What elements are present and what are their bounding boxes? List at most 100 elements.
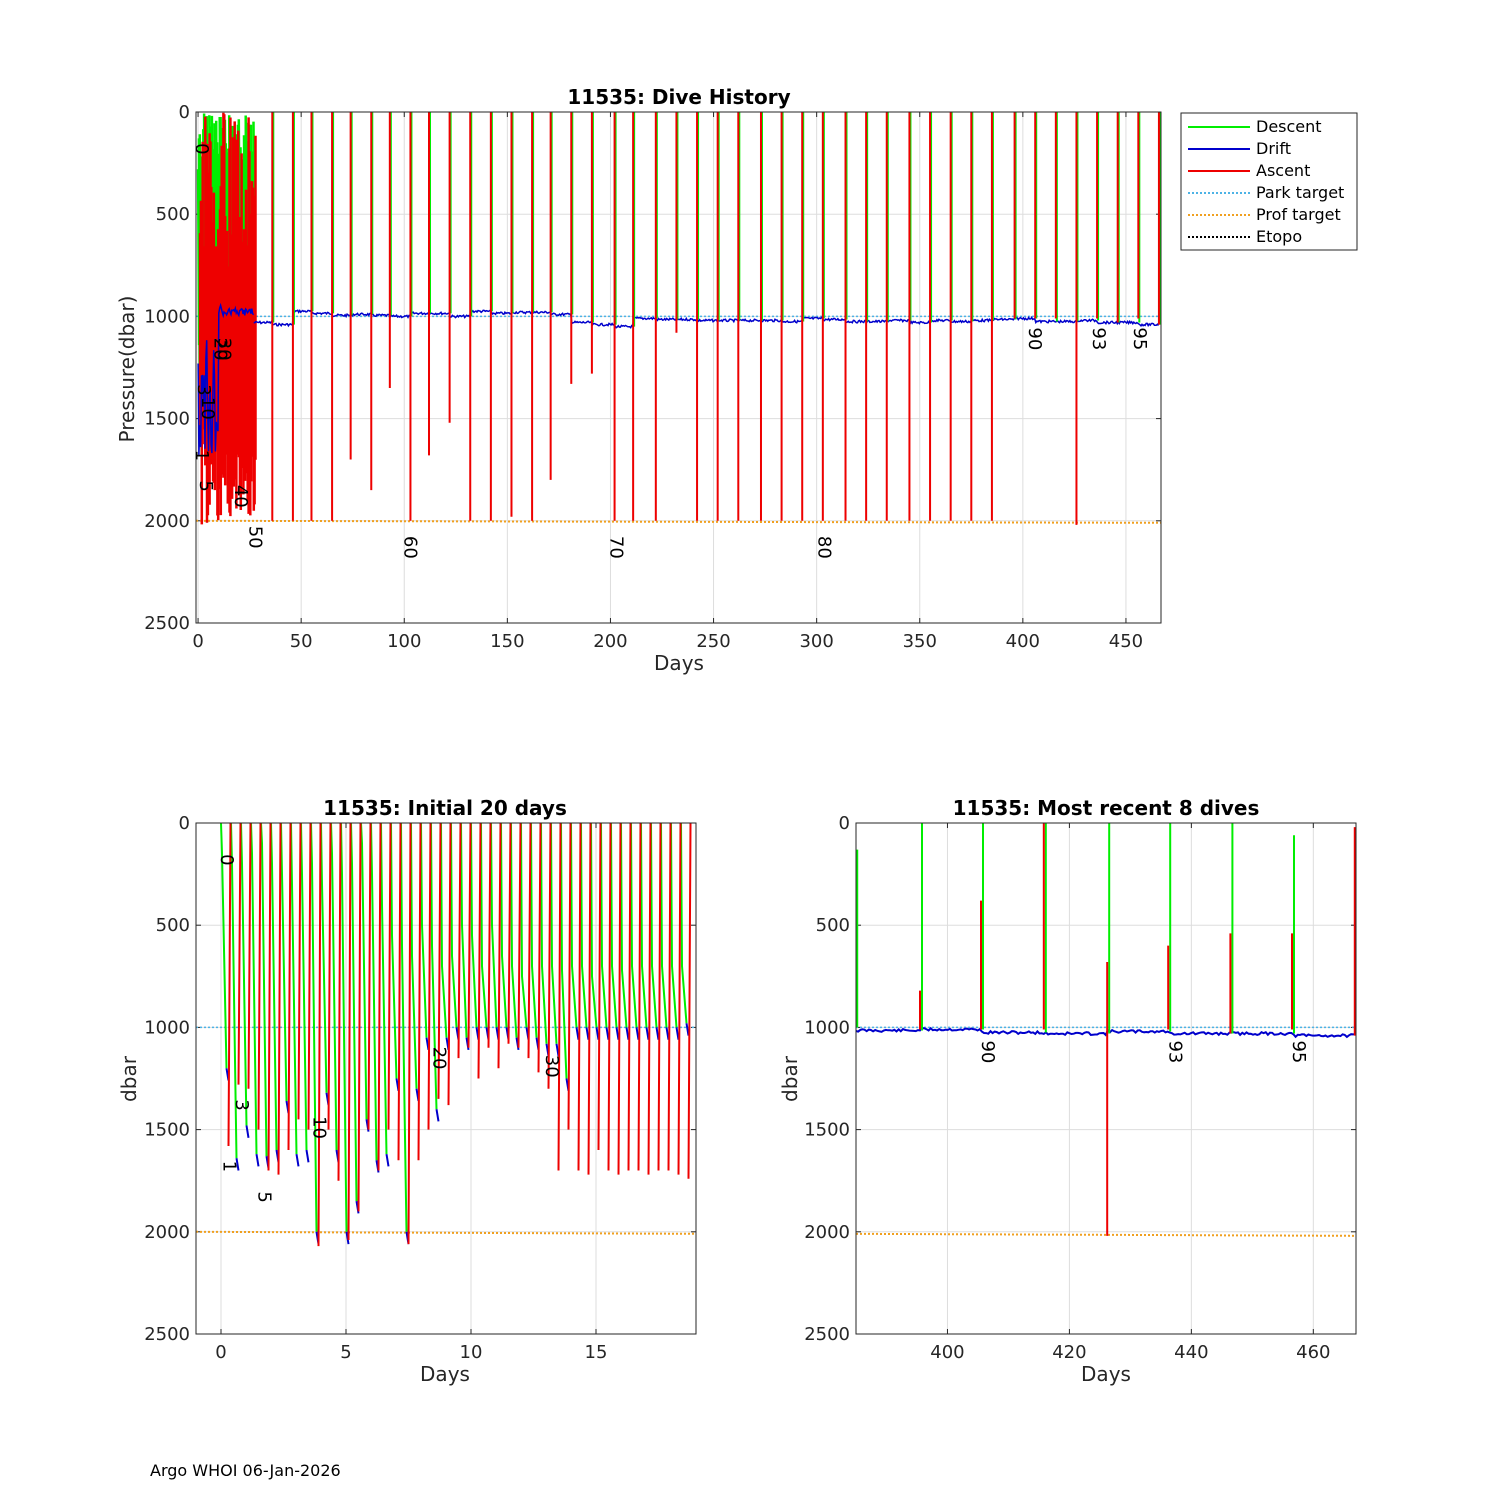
cycle-number-label: 5 — [254, 1191, 275, 1202]
x-axis-label: Days — [1081, 1362, 1131, 1386]
legend-box — [1180, 112, 1358, 251]
cycle-number-label: 10 — [309, 1116, 330, 1139]
y-tick-label: 2500 — [144, 613, 190, 634]
x-tick-label: 400 — [930, 1342, 964, 1363]
y-tick-label: 1500 — [144, 1120, 190, 1141]
chart-title: 11535: Dive History — [567, 85, 790, 109]
chart-title: 11535: Initial 20 days — [323, 796, 567, 820]
x-tick-label: 250 — [696, 631, 730, 652]
ticks: 400 420 440 460 0 500 1000 1500 2000 2500 — [804, 813, 1356, 1363]
cycle-number-label: 95 — [1129, 327, 1150, 350]
y-tick-label: 1500 — [144, 409, 190, 430]
cycle-number-label: 90 — [1024, 327, 1045, 350]
cycle-number-label: 30 — [541, 1055, 562, 1078]
axes-frame — [195, 822, 697, 1335]
y-axis-label: Pressure(dbar) — [115, 296, 139, 443]
cycle-number-label: 20 — [210, 338, 231, 361]
y-tick-label: 1500 — [804, 1120, 850, 1141]
cycle-number-label: 0 — [216, 854, 237, 865]
x-tick-label: 5 — [340, 1342, 351, 1363]
series — [196, 112, 1161, 525]
series — [220, 822, 692, 1247]
x-tick-label: 100 — [387, 631, 421, 652]
cycle-number-label: 1 — [191, 450, 212, 461]
dive-history-plot: 11535: Dive History Days Pressure(dbar) … — [115, 85, 1162, 675]
axes-frame — [195, 111, 1162, 624]
x-tick-label: 420 — [1052, 1342, 1086, 1363]
cycle-number-label: 93 — [1164, 1040, 1185, 1063]
descent-series — [856, 823, 1295, 1034]
cycle-number-label: 30 — [214, 338, 235, 361]
x-axis-label: Days — [420, 1362, 470, 1386]
legend-label-etopo: Etopo — [1256, 227, 1302, 246]
legend-label-prof-target: Prof target — [1256, 205, 1341, 224]
cycle-number-label: 0 — [191, 143, 212, 154]
y-tick-label: 0 — [179, 813, 190, 834]
legend-label-drift: Drift — [1256, 139, 1291, 158]
y-tick-label: 0 — [839, 813, 850, 834]
y-tick-label: 1000 — [804, 1017, 850, 1038]
cycle-number-label: 5 — [195, 480, 216, 491]
y-tick-label: 0 — [179, 102, 190, 123]
initial-20-days-plot: 11535: Initial 20 days Days dbar 0 5 10 150… — [117, 796, 697, 1386]
legend: Descent Drift Ascent Park target Prof ta… — [1180, 112, 1358, 251]
cycle-number-label: 20 — [429, 1047, 450, 1070]
y-tick-label: 2500 — [144, 1324, 190, 1345]
axes-frame — [855, 822, 1357, 1335]
cycle-number-label: 50 — [245, 526, 266, 549]
ascent-series — [919, 823, 1356, 1236]
x-tick-label: 440 — [1174, 1342, 1208, 1363]
ascent-series — [227, 822, 692, 1247]
plot-area — [196, 112, 1161, 623]
cycle-number-label: 80 — [814, 536, 835, 559]
cycle-number-label: 10 — [197, 397, 218, 420]
ticks: 0 50 100 150 200 250 300 350 400 4500500100015002… — [144, 102, 1161, 652]
y-axis-label: dbar — [117, 1055, 141, 1102]
cycle-number-label: 3 — [231, 1099, 252, 1110]
cycle-number-label: 93 — [1088, 327, 1109, 350]
cycle-number-label: 1 — [219, 1161, 240, 1172]
chart-title: 11535: Most recent 8 dives — [953, 796, 1260, 820]
x-axis-label: Days — [654, 651, 704, 675]
x-tick-label: 150 — [490, 631, 524, 652]
x-tick-label: 460 — [1296, 1342, 1330, 1363]
y-tick-label: 2500 — [804, 1324, 850, 1345]
y-tick-label: 500 — [816, 915, 850, 936]
prof-target-line — [855, 1232, 1357, 1237]
drift-series — [855, 1026, 1356, 1039]
x-tick-label: 400 — [1006, 631, 1040, 652]
y-tick-label: 500 — [156, 204, 190, 225]
cycle-number-label: 3 — [193, 384, 214, 395]
cycle-number-label: 40 — [230, 485, 251, 508]
x-tick-label: 300 — [799, 631, 833, 652]
cycle-number-label: 70 — [605, 536, 626, 559]
x-tick-label: 50 — [290, 631, 313, 652]
prof-target-line — [195, 519, 1162, 524]
y-axis-label: dbar — [778, 1055, 802, 1102]
drift-series-early — [197, 302, 255, 455]
y-tick-label: 2000 — [804, 1222, 850, 1243]
y-tick-label: 1000 — [144, 306, 190, 327]
legend-label-ascent: Ascent — [1256, 161, 1310, 180]
y-tick-label: 1000 — [144, 1017, 190, 1038]
y-tick-label: 2000 — [144, 1222, 190, 1243]
recent-dives-plot: 11535: Most recent 8 dives Days dbar 400… — [778, 796, 1357, 1386]
ascent-series — [271, 112, 1160, 525]
x-tick-label: 450 — [1109, 631, 1143, 652]
x-tick-label: 15 — [585, 1342, 608, 1363]
cycle-number-label: 60 — [399, 536, 420, 559]
x-tick-label: 0 — [192, 631, 203, 652]
footer-credit: Argo WHOI 06-Jan-2026 — [150, 1461, 341, 1480]
x-tick-label: 200 — [593, 631, 627, 652]
prof-target-line — [195, 1230, 697, 1235]
series — [855, 823, 1356, 1236]
plot-area — [856, 823, 1356, 1334]
cycle-number-label: 95 — [1288, 1040, 1309, 1063]
drift-series — [253, 308, 1160, 329]
y-tick-label: 500 — [156, 915, 190, 936]
legend-label-park-target: Park target — [1256, 183, 1344, 202]
legend-label-descent: Descent — [1256, 117, 1322, 136]
cycle-number-label: 90 — [977, 1040, 998, 1063]
descent-series — [220, 822, 688, 1232]
